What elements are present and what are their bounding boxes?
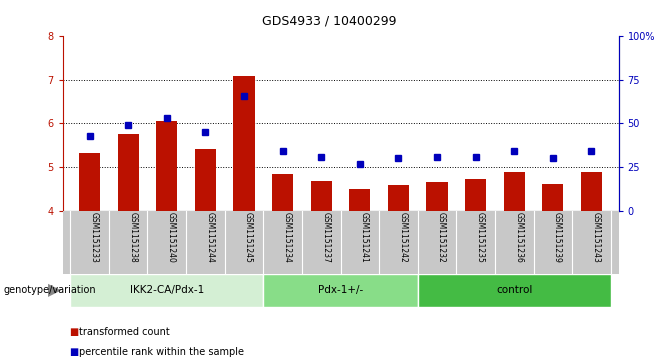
Text: GSM1151241: GSM1151241 (360, 212, 369, 263)
Text: IKK2-CA/Pdx-1: IKK2-CA/Pdx-1 (130, 285, 204, 295)
Text: GSM1151235: GSM1151235 (476, 212, 485, 263)
Bar (388, 185, 409, 211)
Bar (195, 149, 216, 211)
Bar (272, 174, 293, 211)
Text: GSM1151244: GSM1151244 (205, 212, 215, 263)
Text: GDS4933 / 10400299: GDS4933 / 10400299 (262, 15, 396, 28)
Bar (542, 184, 563, 211)
Text: GSM1151234: GSM1151234 (282, 212, 291, 263)
Bar (418, 274, 611, 307)
Text: GSM1151238: GSM1151238 (128, 212, 137, 263)
Bar (79, 153, 100, 211)
Bar (465, 179, 486, 211)
Text: GSM1151239: GSM1151239 (553, 212, 562, 263)
Text: GSM1151245: GSM1151245 (244, 212, 253, 263)
Text: Pdx-1+/-: Pdx-1+/- (318, 285, 363, 295)
Text: GSM1151240: GSM1151240 (166, 212, 176, 263)
Text: GSM1151233: GSM1151233 (89, 212, 99, 263)
Bar (156, 121, 178, 211)
Bar (503, 172, 525, 211)
Bar (349, 189, 370, 211)
Bar (263, 274, 418, 307)
Bar (70, 274, 263, 307)
Text: transformed count: transformed count (79, 327, 170, 337)
Polygon shape (48, 284, 61, 297)
Text: ■: ■ (69, 347, 78, 357)
Bar (426, 182, 447, 211)
Text: GSM1151237: GSM1151237 (321, 212, 330, 263)
Bar (234, 76, 255, 211)
Text: GSM1151243: GSM1151243 (592, 212, 601, 263)
Text: GSM1151236: GSM1151236 (515, 212, 523, 263)
Text: GSM1151242: GSM1151242 (399, 212, 407, 263)
Text: ■: ■ (69, 327, 78, 337)
Text: GSM1151232: GSM1151232 (437, 212, 446, 263)
Bar (118, 134, 139, 211)
Text: percentile rank within the sample: percentile rank within the sample (79, 347, 244, 357)
Text: control: control (496, 285, 532, 295)
Text: genotype/variation: genotype/variation (3, 285, 96, 295)
Bar (311, 181, 332, 211)
Bar (581, 172, 602, 211)
